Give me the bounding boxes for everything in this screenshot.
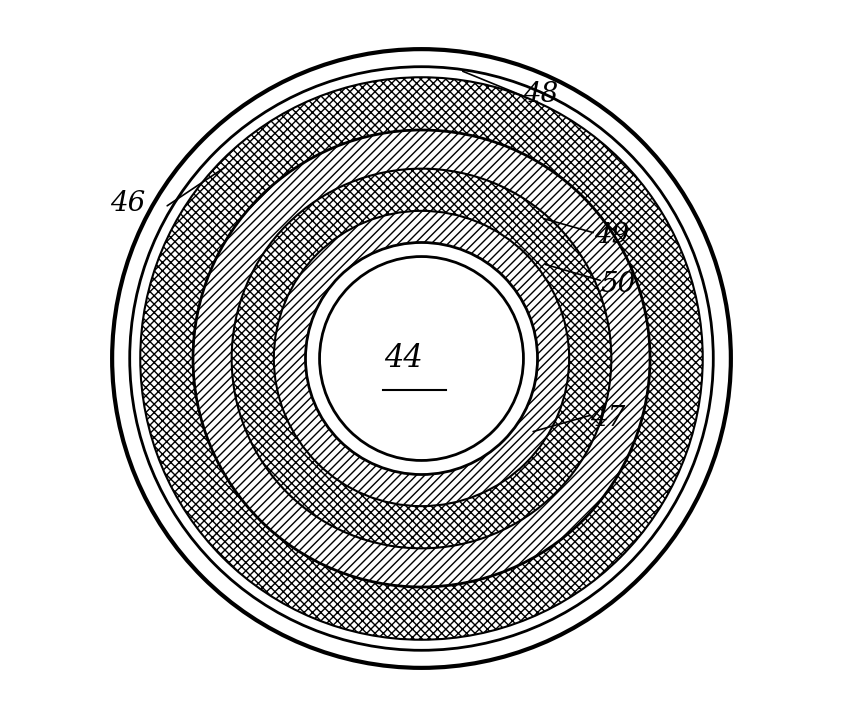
Ellipse shape: [193, 130, 650, 587]
Text: 44: 44: [384, 343, 423, 374]
Ellipse shape: [112, 49, 731, 668]
Ellipse shape: [274, 211, 569, 506]
Text: 48: 48: [524, 81, 559, 108]
Ellipse shape: [305, 242, 538, 475]
Ellipse shape: [319, 257, 524, 460]
Ellipse shape: [232, 168, 611, 549]
Text: 47: 47: [590, 405, 626, 432]
Ellipse shape: [130, 67, 713, 650]
Ellipse shape: [140, 77, 703, 640]
Text: 49: 49: [593, 222, 629, 249]
Text: 46: 46: [110, 190, 145, 217]
Text: 50: 50: [601, 271, 636, 298]
